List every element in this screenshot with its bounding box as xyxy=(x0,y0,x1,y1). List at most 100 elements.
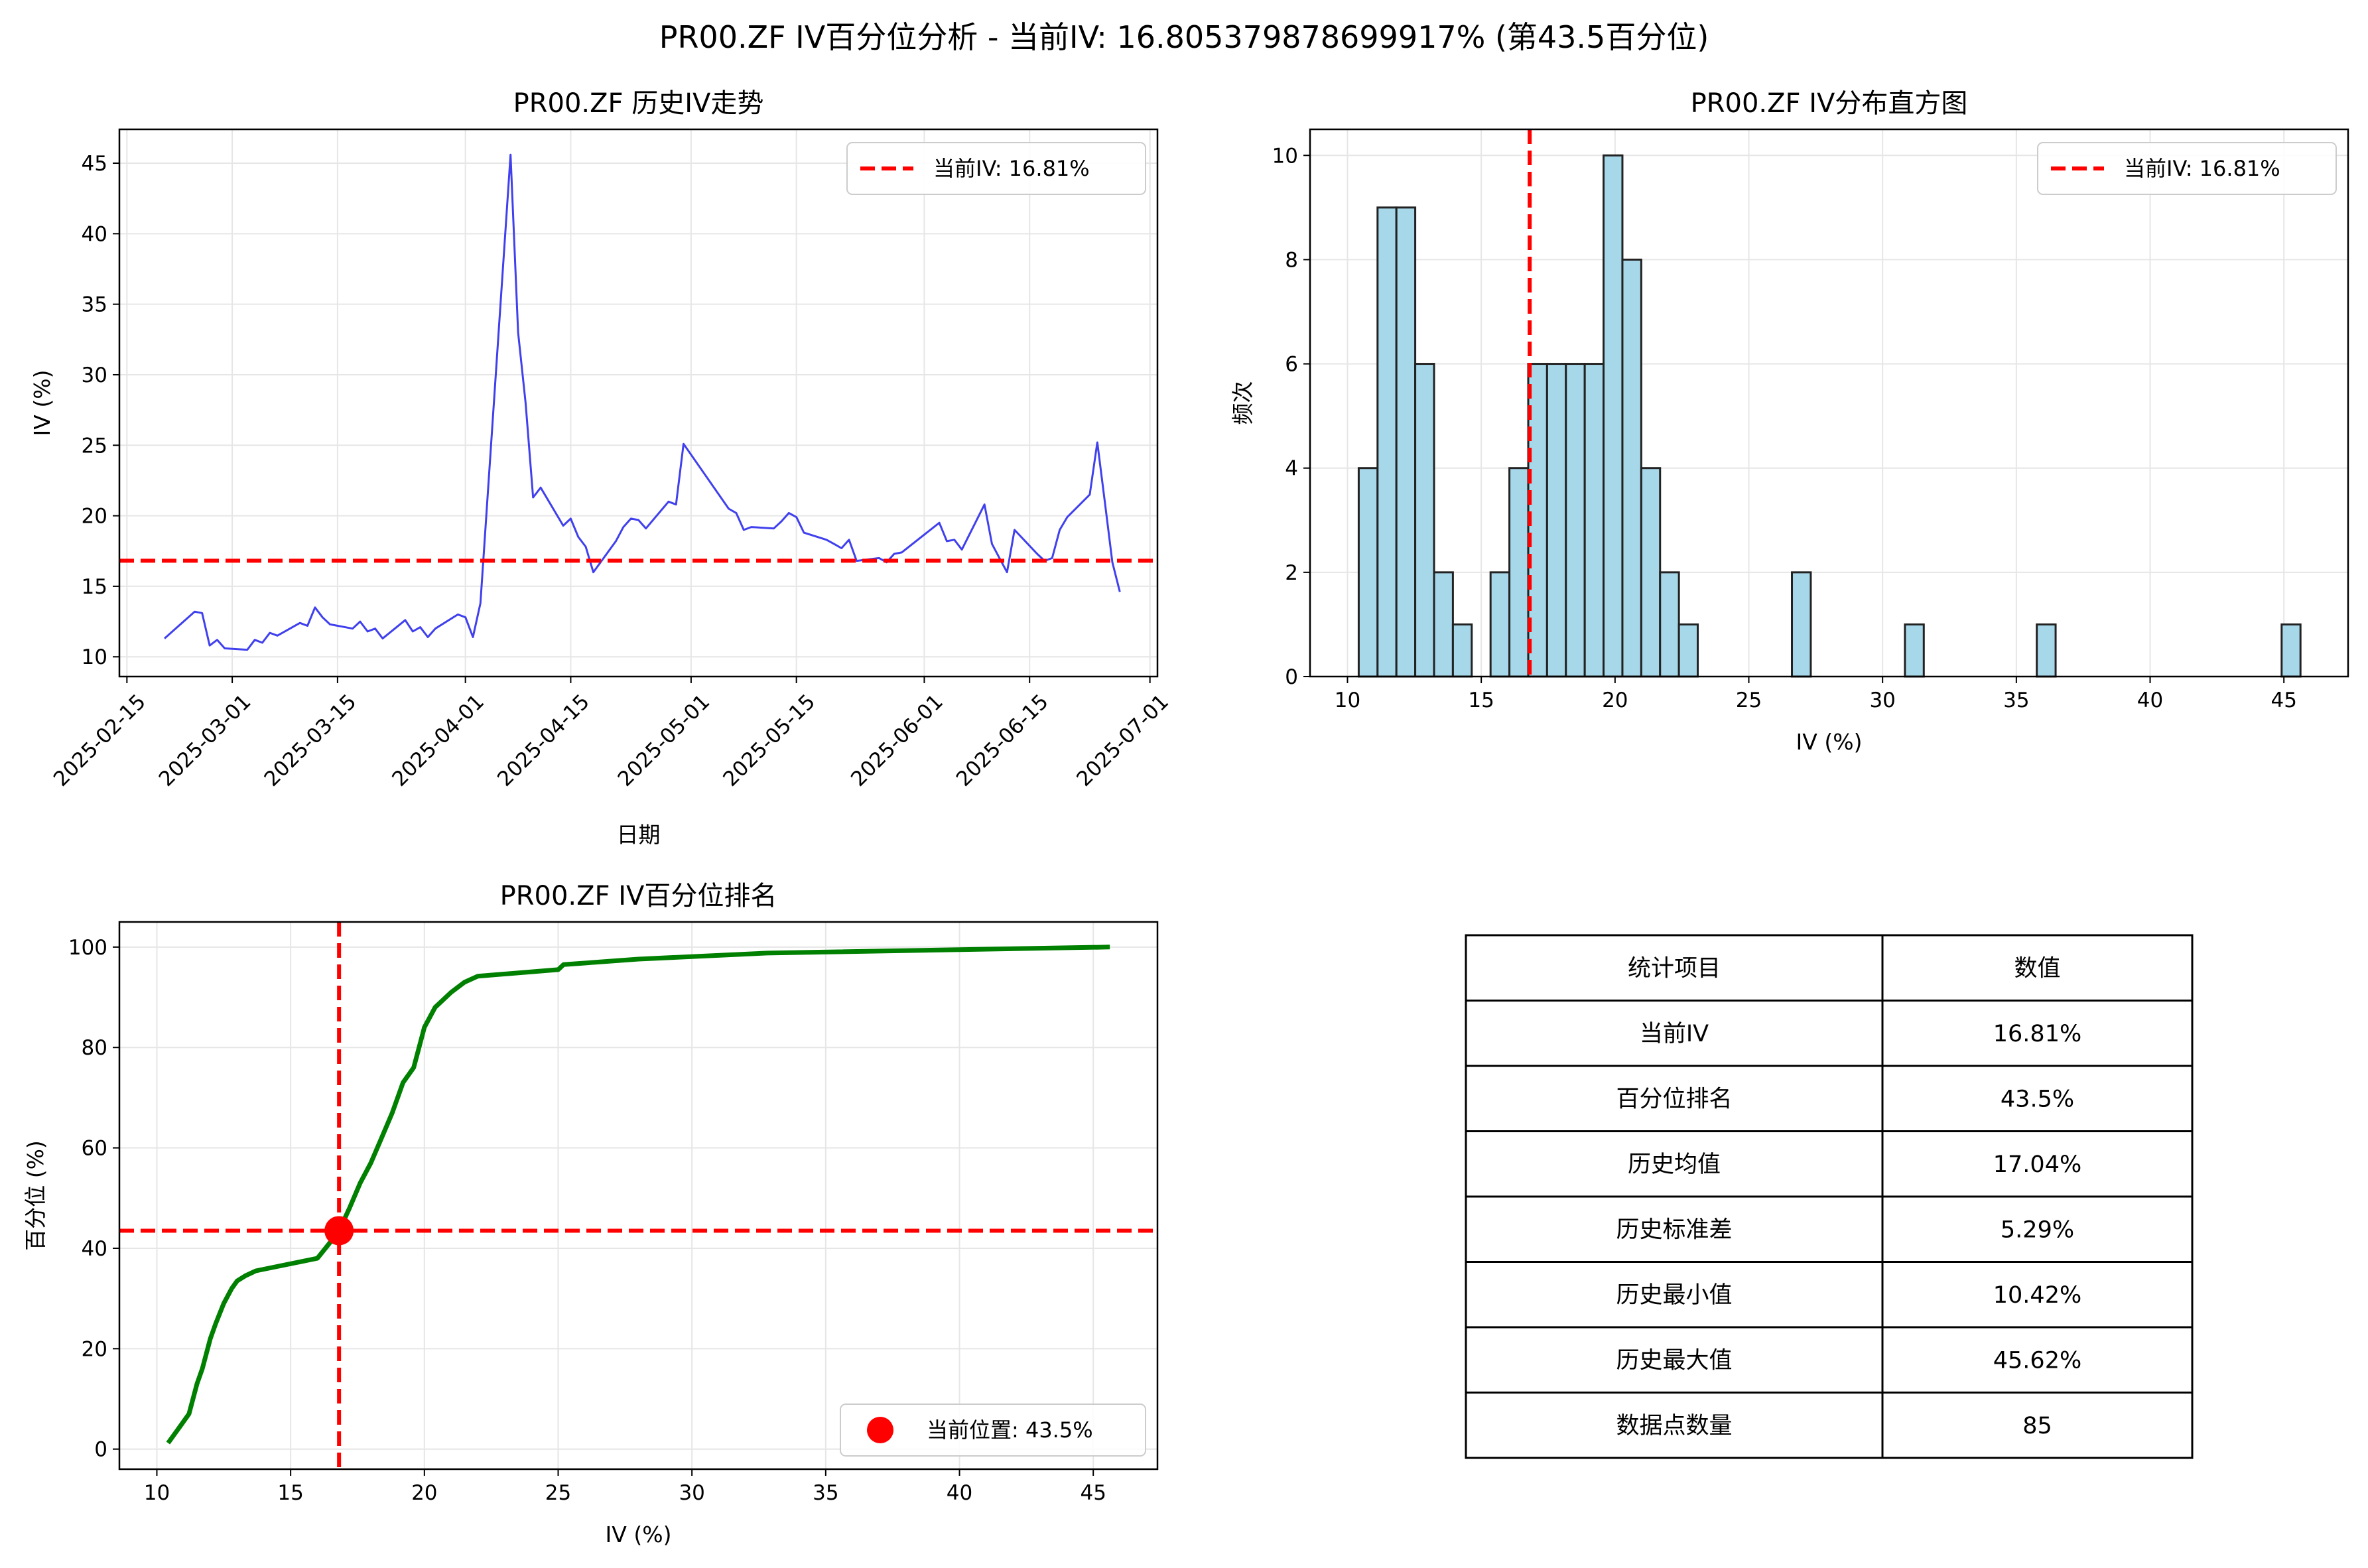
histogram-bar xyxy=(1395,206,1417,678)
histogram-bar xyxy=(1583,363,1605,678)
x-tick-label: 25 xyxy=(1736,688,1762,712)
x-axis-label: IV (%) xyxy=(606,1522,672,1547)
table-row: 历史最大值 45.62% xyxy=(1465,1326,2194,1394)
y-tick-label: 4 xyxy=(1285,457,1298,481)
x-tick-label: 45 xyxy=(1080,1481,1106,1505)
histogram-bar xyxy=(2280,623,2302,678)
x-tick-label: 40 xyxy=(947,1481,972,1505)
x-tick-label: 20 xyxy=(1602,688,1628,712)
stat-value: 10.42% xyxy=(1993,1282,2081,1309)
table-cell xyxy=(1465,1065,1884,1132)
y-axis-label: 频次 xyxy=(1230,381,1256,425)
y-tick-label: 35 xyxy=(82,293,107,317)
x-tick-label: 45 xyxy=(2270,688,2296,712)
y-tick-label: 30 xyxy=(82,363,107,387)
y-tick-label: 20 xyxy=(82,1337,107,1361)
histogram-bar xyxy=(1603,154,1624,678)
histogram-bar xyxy=(1414,363,1435,678)
plot-frame xyxy=(118,921,1159,1470)
y-tick-label: 0 xyxy=(1285,665,1298,689)
histogram-bar xyxy=(1621,258,1642,678)
histogram-bar xyxy=(1904,623,1925,678)
plot-frame xyxy=(118,128,1159,678)
figure-title: PR00.ZF IV百分位分析 - 当前IV: 16.8053798786999… xyxy=(659,19,1709,55)
table-cell xyxy=(1881,1195,2194,1263)
stat-name: 历史最小值 xyxy=(1616,1282,1732,1309)
y-tick-label: 15 xyxy=(82,575,107,599)
stat-name: 历史最大值 xyxy=(1616,1347,1732,1374)
y-tick-label: 40 xyxy=(82,222,107,246)
table-row: 历史标准差 5.29% xyxy=(1465,1195,2194,1263)
x-axis-label: IV (%) xyxy=(1796,729,1863,755)
table-header-row: 统计项目 数值 xyxy=(1465,934,2194,1002)
legend-label: 当前IV: 16.81% xyxy=(933,156,1090,181)
table-cell xyxy=(1881,1000,2194,1067)
table-row: 数据点数量 85 xyxy=(1465,1392,2194,1459)
x-tick-label: 15 xyxy=(1468,688,1494,712)
y-tick-label: 100 xyxy=(68,936,107,960)
percentile-curve xyxy=(166,945,1110,1445)
table-row: 百分位排名 43.5% xyxy=(1465,1065,2194,1132)
table-border xyxy=(1465,934,2194,1459)
chart-title: PR00.ZF IV分布直方图 xyxy=(1691,88,1968,119)
y-axis-label: IV (%) xyxy=(29,370,55,436)
stat-name: 当前IV xyxy=(1640,1021,1709,1047)
x-tick-label: 10 xyxy=(144,1481,170,1505)
legend-box xyxy=(846,142,1146,195)
percentile-chart: 10 15 20 25 30 35 40 45 0 20 40 60 80 100 PR00.ZF IV百分… xyxy=(23,881,1159,1547)
y-tick-label: 20 xyxy=(82,505,107,529)
table-row: 历史均值 17.04% xyxy=(1465,1130,2194,1198)
histogram-bar xyxy=(1451,623,1473,678)
stat-name: 历史均值 xyxy=(1628,1151,1721,1178)
stat-value: 17.04% xyxy=(1993,1151,2081,1178)
x-tick-label: 30 xyxy=(1869,688,1895,712)
histogram-bar xyxy=(1489,571,1511,678)
stat-value: 5.29% xyxy=(2001,1216,2074,1243)
stat-name: 数据点数量 xyxy=(1616,1413,1732,1439)
table-header-text: 统计项目 xyxy=(1628,955,1721,982)
legend: 当前位置: 43.5% xyxy=(840,1404,1146,1457)
histogram-bar xyxy=(1640,467,1662,678)
histogram-bar xyxy=(1433,571,1454,678)
x-tick-label: 40 xyxy=(2137,688,2163,712)
legend-box xyxy=(2037,142,2337,195)
legend-marker xyxy=(867,1417,893,1443)
histogram-bar xyxy=(1508,467,1530,678)
y-tick-label: 45 xyxy=(82,152,107,176)
y-tick-label: 10 xyxy=(1272,144,1298,168)
histogram-bar xyxy=(1357,467,1379,678)
table-cell xyxy=(1881,1261,2194,1329)
x-tick-label: 15 xyxy=(277,1481,303,1505)
legend-label: 当前IV: 16.81% xyxy=(2124,156,2280,181)
y-tick-label: 0 xyxy=(94,1438,107,1462)
legend: 当前IV: 16.81% xyxy=(2037,142,2337,195)
histogram-bar xyxy=(1677,623,1699,678)
y-tick-label: 6 xyxy=(1285,353,1298,377)
histogram-bar xyxy=(1565,363,1586,678)
plot-frame xyxy=(1309,128,2349,678)
histogram-bar xyxy=(1546,363,1567,678)
histogram-bar xyxy=(1791,571,1812,678)
table-header-text: 数值 xyxy=(2014,955,2060,982)
y-tick-label: 25 xyxy=(82,434,107,458)
stat-value: 43.5% xyxy=(2001,1086,2074,1112)
stat-name: 历史标准差 xyxy=(1616,1216,1732,1243)
chart-title: PR00.ZF 历史IV走势 xyxy=(513,88,764,119)
table-row: 历史最小值 10.42% xyxy=(1465,1261,2194,1329)
iv-trend-line xyxy=(164,153,1121,651)
x-tick-label: 35 xyxy=(813,1481,838,1505)
x-tick-label: 20 xyxy=(411,1481,437,1505)
histogram-bar xyxy=(2036,623,2057,678)
x-axis-label: 日期 xyxy=(617,822,661,848)
x-tick-label: 30 xyxy=(679,1481,704,1505)
current-position-marker xyxy=(324,1216,354,1246)
legend: 当前IV: 16.81% xyxy=(846,142,1146,195)
x-tick-label: 25 xyxy=(545,1481,571,1505)
histogram-chart: 10 15 20 25 30 35 40 45 0 2 4 6 8 10 PR00.ZF IV分布直方图 IV… xyxy=(1230,88,2349,755)
y-tick-label: 8 xyxy=(1285,248,1298,272)
y-tick-label: 80 xyxy=(82,1036,107,1060)
stat-value: 16.81% xyxy=(1993,1021,2081,1047)
stat-value: 45.62% xyxy=(1993,1347,2081,1374)
